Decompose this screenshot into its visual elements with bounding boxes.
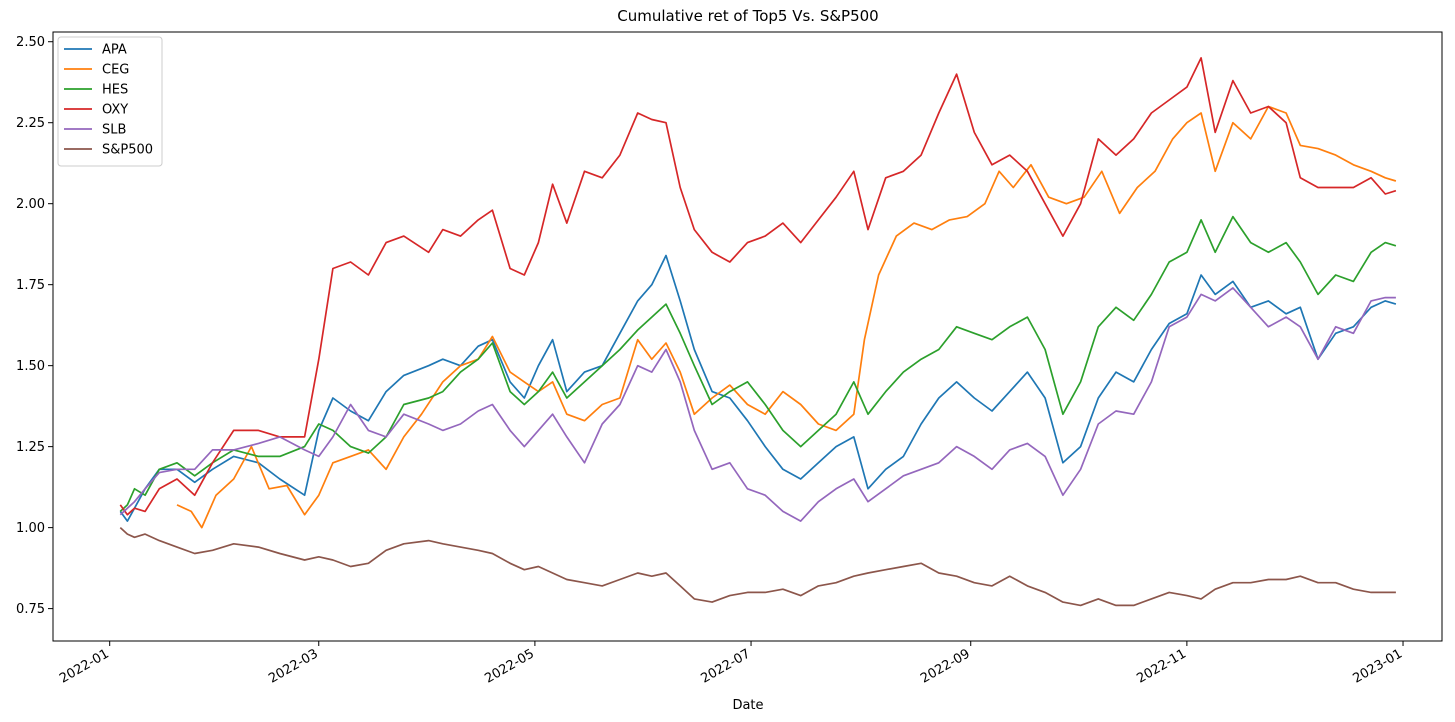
legend-label-2: HES [102, 83, 128, 98]
chart-title: Cumulative ret of Top5 Vs. S&P500 [617, 7, 878, 25]
series-line-1 [176, 105, 1397, 529]
plot-frame [52, 31, 1443, 642]
legend-label-3: OXY [102, 103, 128, 118]
y-tick-label: 2.50 [16, 35, 45, 50]
series-line-5 [119, 526, 1396, 607]
plot-area [119, 57, 1397, 607]
x-axis: 2022-01 2022-03 2022-05 2022-07 2022-09 2022-… [57, 641, 1405, 687]
x-tick-label: 2022-01 [57, 646, 112, 686]
series-line-0 [119, 254, 1397, 522]
series-line-4 [119, 287, 1396, 522]
x-tick-label: 2022-07 [698, 646, 753, 686]
x-axis-label: Date [732, 698, 763, 713]
x-tick-label: 2022-03 [266, 646, 321, 686]
legend-label-1: CEG [102, 63, 129, 78]
legend-label-5: S&P500 [102, 143, 153, 158]
y-tick-label: 2.25 [16, 116, 45, 131]
x-tick-label: 2022-09 [918, 646, 973, 686]
y-tick-label: 0.75 [16, 602, 45, 617]
series-line-2 [119, 215, 1397, 513]
x-tick-label: 2022-05 [482, 646, 537, 686]
legend-label-0: APA [102, 43, 127, 58]
legend: APA CEG HES OXY SLB S&P500 [57, 36, 163, 167]
series-line-3 [119, 57, 1397, 516]
y-tick-label: 1.75 [16, 278, 45, 293]
x-tick-label: 2023-01 [1350, 646, 1405, 686]
y-tick-label: 2.00 [16, 197, 45, 212]
x-tick-label: 2022-11 [1134, 646, 1189, 686]
y-tick-label: 1.25 [16, 440, 45, 455]
y-tick-label: 1.00 [16, 521, 45, 536]
legend-label-4: SLB [102, 123, 126, 138]
y-tick-label: 1.50 [16, 359, 45, 374]
y-axis: 0.75 1.00 1.25 1.50 1.75 2.00 2.25 2.50 [16, 35, 53, 617]
